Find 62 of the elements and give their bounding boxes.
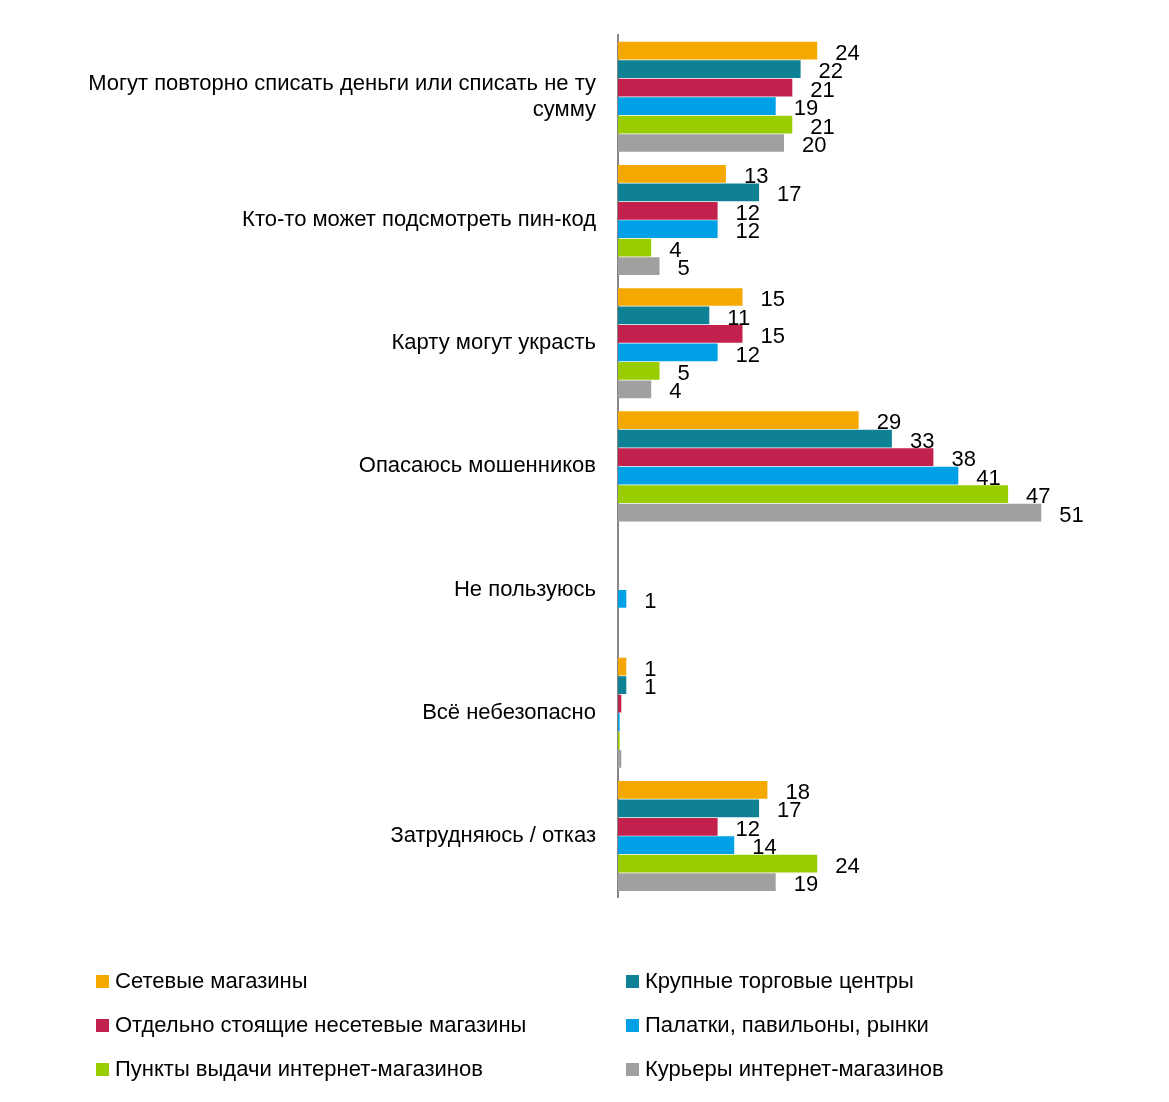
bar	[618, 799, 760, 818]
bar	[618, 288, 743, 306]
bar	[618, 411, 859, 430]
bar	[618, 164, 726, 183]
y-tick-label: Кто-то может подсмотреть пин-код	[242, 206, 597, 232]
y-tick-label: Могут повторно списать деньги или списать не ту сумму	[88, 69, 596, 122]
legend-label: Курьеры интернет-магазинов	[645, 1056, 944, 1082]
legend-label: Сетевые магазины	[115, 968, 308, 994]
data-label: 17	[777, 181, 802, 207]
y-tick-label: Опасаюсь мошенников	[358, 452, 596, 478]
bar	[618, 466, 959, 485]
bar	[618, 485, 1009, 503]
data-label: 33	[909, 427, 935, 453]
legend-label: Палатки, павильоны, рынки	[645, 1012, 929, 1038]
bar	[618, 41, 818, 60]
y-tick-label: Всё небезопасно	[422, 698, 596, 724]
bar	[618, 115, 793, 134]
data-label: 12	[735, 341, 761, 367]
data-label: 47	[1026, 483, 1051, 509]
legend-label: Отдельно стоящие несетевые магазины	[115, 1012, 527, 1038]
data-label: 15	[760, 323, 785, 349]
y-tick-label: Затрудняюсь / отказ	[390, 822, 596, 848]
y-tick-label: Не пользуюсь	[453, 575, 596, 601]
bar	[618, 343, 718, 362]
legend-label: Пункты выдачи интернет-магазинов	[115, 1056, 483, 1082]
bar	[618, 503, 1042, 522]
data-label: 38	[951, 446, 976, 472]
bar	[618, 238, 652, 257]
bar	[618, 380, 652, 399]
bar	[618, 657, 627, 676]
bar	[618, 257, 660, 276]
data-label: 51	[1059, 501, 1084, 527]
bar	[618, 325, 743, 343]
data-label: 15	[760, 286, 785, 312]
bar	[618, 589, 627, 608]
bar	[618, 817, 718, 836]
bar	[618, 448, 934, 467]
bar	[618, 97, 776, 115]
y-tick-label: Карту могут украсть	[391, 329, 596, 355]
bar	[618, 873, 776, 892]
data-label: 41	[976, 464, 1001, 490]
bar	[618, 306, 710, 325]
bar	[618, 676, 627, 694]
bar	[618, 780, 768, 799]
bar	[618, 134, 784, 152]
bar	[618, 362, 660, 380]
bar	[618, 220, 718, 239]
bar	[618, 836, 735, 855]
bar	[618, 78, 793, 97]
bar	[618, 183, 760, 202]
bar	[618, 854, 818, 873]
bar	[618, 429, 892, 448]
data-label: 13	[743, 162, 769, 188]
bar	[618, 201, 718, 220]
data-label: 24	[835, 852, 860, 878]
data-label: 29	[876, 409, 902, 435]
data-label: 1	[644, 587, 657, 613]
bar	[618, 60, 801, 78]
legend-label: Крупные торговые центры	[645, 968, 914, 994]
data-label: 19	[793, 871, 819, 897]
bar	[618, 750, 622, 768]
data-label: 11	[727, 304, 751, 330]
